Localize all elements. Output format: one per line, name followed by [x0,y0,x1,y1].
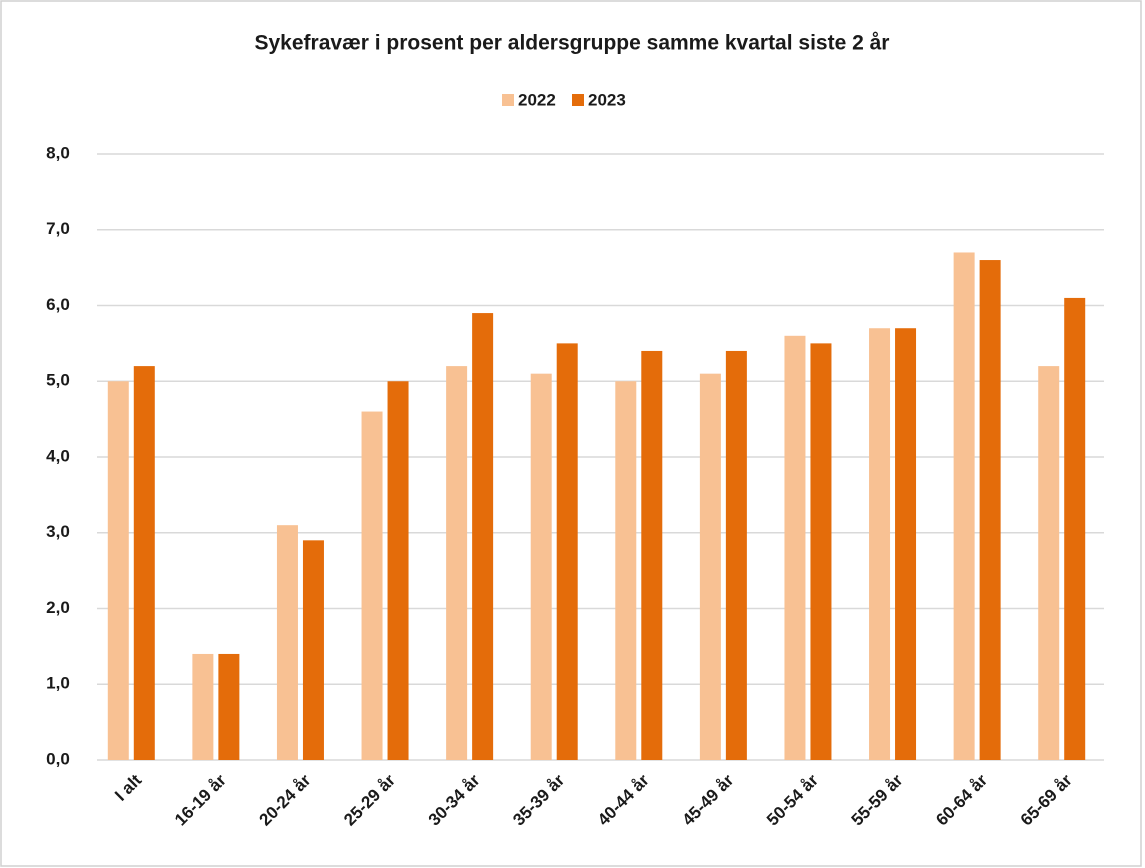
y-tick-label: 6,0 [46,295,70,314]
bar [446,366,468,760]
bar [725,350,747,760]
bar [530,373,552,760]
bar [361,411,383,760]
bar [192,653,214,760]
y-tick-label: 2,0 [46,598,70,617]
bar [1038,366,1060,760]
bar [302,540,324,760]
chart-title: Sykefravær i prosent per aldersgruppe sa… [255,32,890,55]
bar [979,260,1001,760]
y-tick-label: 1,0 [46,674,70,693]
bar [556,343,578,760]
bar [895,328,917,760]
bar [615,381,637,760]
bar [472,313,494,760]
bar [784,335,806,760]
y-tick-label: 5,0 [46,371,70,390]
y-tick-label: 8,0 [46,143,70,162]
bar [387,381,409,760]
bar [869,328,891,760]
bar [699,373,721,760]
legend-label: 2022 [518,90,556,109]
bar [1064,297,1086,760]
bar [107,381,129,760]
legend-swatch [502,94,514,106]
y-tick-label: 0,0 [46,749,70,768]
bar [218,653,240,760]
legend-label: 2023 [588,90,626,109]
legend-swatch [572,94,584,106]
y-tick-label: 7,0 [46,219,70,238]
bar [810,343,832,760]
y-tick-label: 3,0 [46,522,70,541]
y-tick-label: 4,0 [46,446,70,465]
bar [133,366,155,760]
bar [276,525,298,760]
bar [641,350,663,760]
bar [953,252,975,760]
